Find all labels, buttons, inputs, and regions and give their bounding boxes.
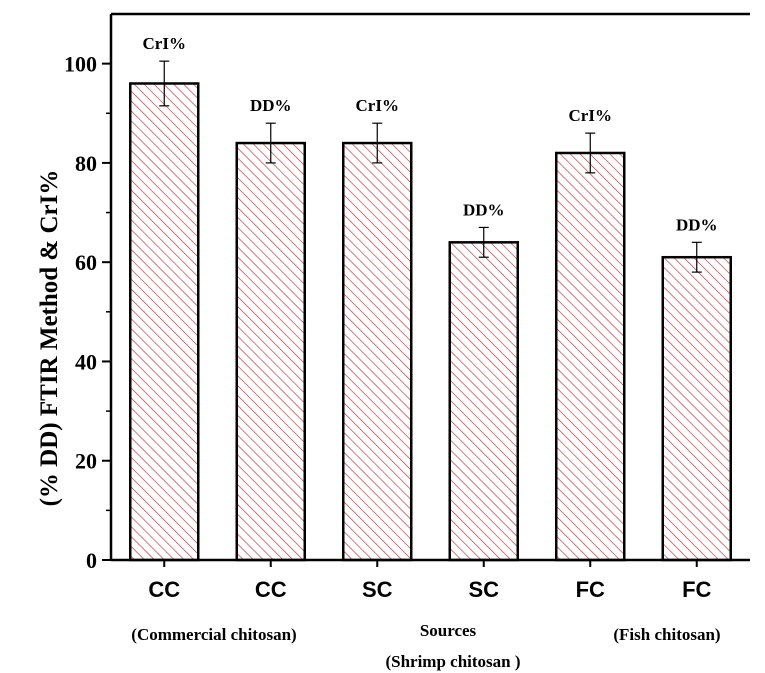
- y-tick-label: 20: [75, 449, 97, 474]
- y-axis-label: (% DD) FTIR Method & CrI%: [36, 170, 63, 507]
- bar: [129, 82, 200, 562]
- group-label-commercial: (Commercial chitosan): [131, 625, 296, 644]
- x-tick-label: SC: [362, 577, 393, 602]
- bar-data-label: CrI%: [356, 96, 399, 115]
- bar: [448, 241, 519, 562]
- bar-data-label: CrI%: [569, 106, 612, 125]
- x-tick-label: FC: [576, 577, 605, 602]
- group-label-shrimp: (Shrimp chitosan ): [385, 652, 520, 671]
- x-tick-label: CC: [148, 577, 180, 602]
- y-tick-label: 60: [75, 250, 97, 275]
- bar: [342, 141, 413, 562]
- bar-data-label: DD%: [676, 215, 718, 234]
- x-tick-label: CC: [255, 577, 287, 602]
- bar-data-label: DD%: [463, 200, 505, 219]
- plot-area: CrI% CC DD% CC CrI% SC DD% SC CrI% FC DD% FC 0 20 40 60…: [64, 12, 750, 602]
- x-axis-label: Sources: [420, 621, 477, 640]
- x-tick-label: SC: [468, 577, 499, 602]
- bar-data-label: CrI%: [143, 34, 186, 53]
- y-tick-label: 80: [75, 151, 97, 176]
- y-tick-label: 40: [75, 349, 97, 374]
- bar: [235, 141, 306, 562]
- y-tick-label: 100: [64, 52, 97, 77]
- y-tick-label: 0: [86, 548, 97, 573]
- bar: [555, 151, 626, 562]
- bar: [661, 255, 732, 562]
- bar-data-label: DD%: [250, 96, 292, 115]
- group-label-fish: (Fish chitosan): [613, 625, 720, 644]
- x-tick-label: FC: [682, 577, 711, 602]
